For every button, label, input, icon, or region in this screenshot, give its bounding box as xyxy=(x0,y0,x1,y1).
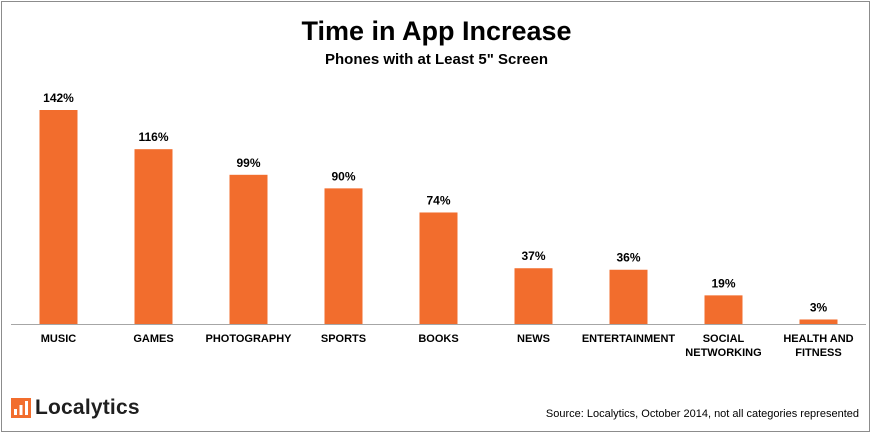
data-label-0: 142% xyxy=(43,91,74,105)
logo-wordmark: Localytics xyxy=(35,396,140,419)
category-label-7-line-0: SOCIAL xyxy=(703,333,745,345)
category-label-4: BOOKS xyxy=(418,333,458,345)
category-label-8-line-0: HEALTH AND xyxy=(783,333,853,345)
data-label-2: 99% xyxy=(236,156,260,170)
chart-title: Time in App Increase xyxy=(301,16,572,46)
bar-8 xyxy=(799,319,838,324)
bar-3 xyxy=(324,188,363,324)
bar-4 xyxy=(419,212,458,324)
data-label-4: 74% xyxy=(426,193,450,207)
category-label-3: SPORTS xyxy=(321,333,366,345)
category-label-0: MUSIC xyxy=(41,333,77,345)
bar-2 xyxy=(229,174,268,324)
category-label-5: NEWS xyxy=(517,333,550,345)
category-label-8-line-1: FITNESS xyxy=(795,347,841,359)
category-label-1: GAMES xyxy=(133,333,173,345)
source-note: Source: Localytics, October 2014, not al… xyxy=(545,408,859,420)
bar-1 xyxy=(134,149,173,324)
data-label-8: 3% xyxy=(810,300,828,314)
localytics-bar-logo-icon xyxy=(11,398,31,418)
chart-subtitle: Phones with at Least 5" Screen xyxy=(324,51,548,68)
localytics-logo: Localytics xyxy=(11,396,140,420)
bar-0 xyxy=(39,110,78,324)
bar-6 xyxy=(609,269,648,324)
category-label-6: ENTERTAINMENT xyxy=(582,333,676,345)
data-label-5: 37% xyxy=(521,249,545,263)
data-label-7: 19% xyxy=(711,276,735,290)
category-label-2: PHOTOGRAPHY xyxy=(206,333,293,345)
data-label-3: 90% xyxy=(331,169,355,183)
data-label-1: 116% xyxy=(138,130,168,144)
bar-7 xyxy=(704,295,743,324)
bar-5 xyxy=(514,268,553,324)
category-label-7-line-1: NETWORKING xyxy=(685,347,761,359)
data-label-6: 36% xyxy=(616,251,640,265)
